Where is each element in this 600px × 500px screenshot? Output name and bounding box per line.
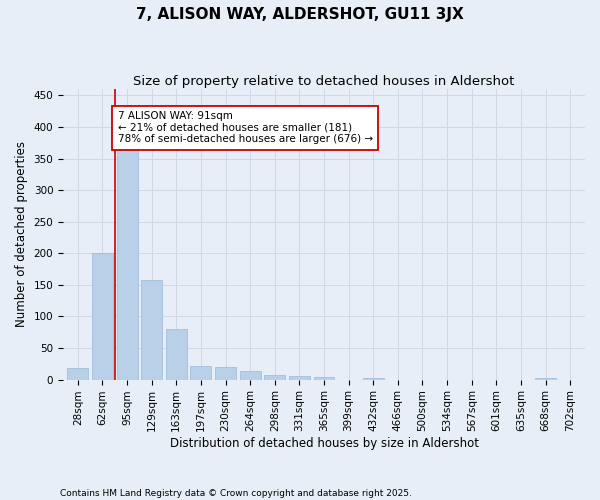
Bar	[190, 366, 211, 380]
Bar	[239, 372, 260, 380]
Bar	[314, 377, 334, 380]
Y-axis label: Number of detached properties: Number of detached properties	[15, 142, 28, 328]
Bar	[67, 368, 88, 380]
Bar	[535, 378, 556, 380]
Bar	[363, 378, 384, 380]
Bar	[116, 143, 137, 380]
Bar	[265, 374, 285, 380]
Bar	[215, 367, 236, 380]
Bar	[92, 252, 113, 380]
Bar	[141, 280, 162, 380]
X-axis label: Distribution of detached houses by size in Aldershot: Distribution of detached houses by size …	[170, 437, 479, 450]
Bar	[289, 376, 310, 380]
Title: Size of property relative to detached houses in Aldershot: Size of property relative to detached ho…	[133, 75, 515, 88]
Text: 7 ALISON WAY: 91sqm
← 21% of detached houses are smaller (181)
78% of semi-detac: 7 ALISON WAY: 91sqm ← 21% of detached ho…	[118, 112, 373, 144]
Bar	[166, 329, 187, 380]
Text: 7, ALISON WAY, ALDERSHOT, GU11 3JX: 7, ALISON WAY, ALDERSHOT, GU11 3JX	[136, 8, 464, 22]
Text: Contains HM Land Registry data © Crown copyright and database right 2025.: Contains HM Land Registry data © Crown c…	[60, 488, 412, 498]
